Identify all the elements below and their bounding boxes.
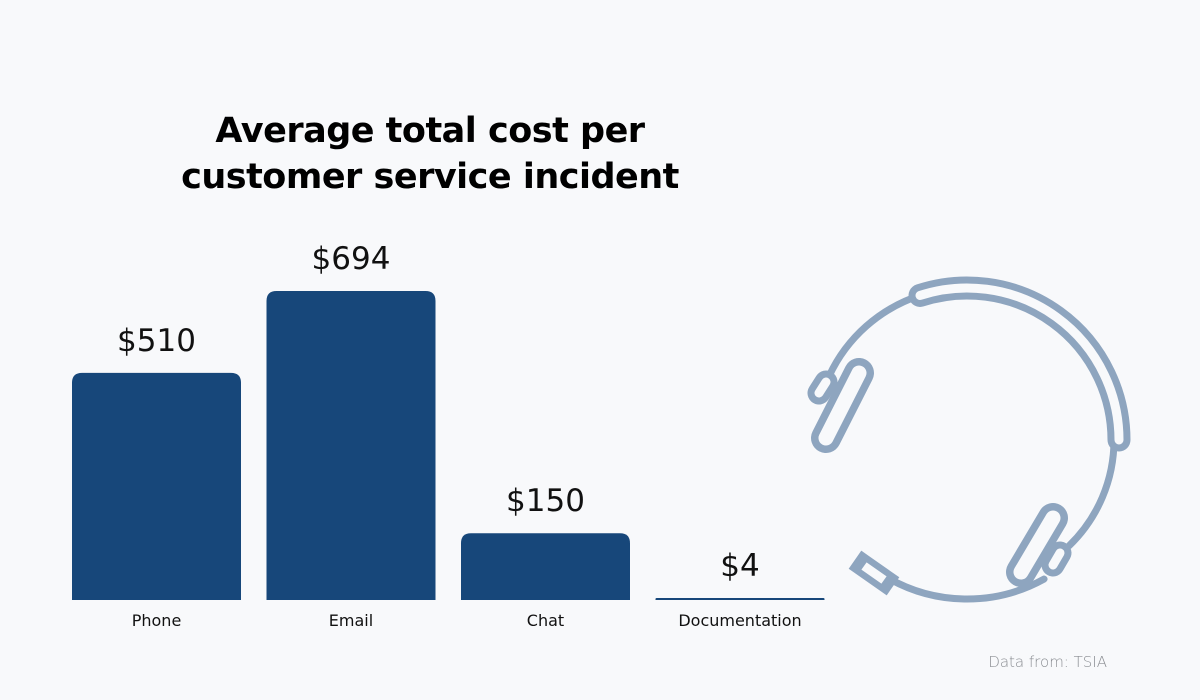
microphone-inner — [861, 562, 887, 584]
headset-cord — [881, 572, 1048, 603]
data-label: $694 — [312, 241, 391, 277]
headband-inner — [915, 283, 1124, 445]
bar-chat — [461, 533, 630, 600]
headset-wire — [825, 291, 924, 380]
data-label: $150 — [506, 483, 585, 519]
category-label: Documentation — [678, 611, 801, 630]
category-label: Email — [329, 611, 373, 630]
headset-wire — [1065, 436, 1118, 550]
data-label: $510 — [117, 323, 196, 359]
earcup-small-inner — [1048, 548, 1065, 570]
bar-email — [266, 291, 436, 600]
earcup-inner — [818, 365, 867, 446]
source-note: Data from: TSIA — [988, 653, 1107, 671]
headband — [908, 276, 1131, 452]
category-label: Phone — [132, 611, 182, 630]
category-label: Chat — [527, 611, 564, 630]
bar-phone — [72, 372, 241, 600]
bar-documentation — [655, 598, 825, 600]
earcup-inner — [1013, 510, 1061, 580]
data-label: $4 — [720, 548, 759, 584]
earcup-small-inner — [814, 377, 831, 398]
chart-title: Average total cost per customer service … — [181, 111, 679, 197]
